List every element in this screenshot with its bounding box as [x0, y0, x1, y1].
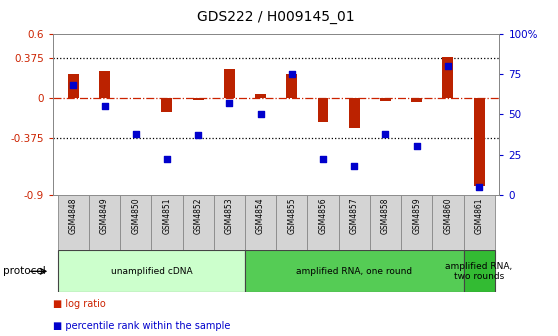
- Text: unamplified cDNA: unamplified cDNA: [110, 267, 192, 276]
- Text: ■ log ratio: ■ log ratio: [53, 299, 106, 309]
- Text: protocol: protocol: [3, 266, 46, 276]
- Bar: [151, 195, 182, 250]
- Point: [350, 163, 359, 169]
- Point: [287, 71, 296, 77]
- Point: [381, 131, 390, 136]
- Bar: [286, 75, 297, 98]
- Text: GSM4858: GSM4858: [381, 198, 390, 234]
- Point: [69, 83, 78, 88]
- Point: [319, 157, 328, 162]
- Bar: [99, 71, 110, 98]
- Point: [256, 112, 265, 117]
- Bar: [276, 195, 307, 250]
- Bar: [120, 195, 151, 250]
- Bar: [380, 98, 391, 101]
- Text: GSM4850: GSM4850: [131, 198, 140, 234]
- Bar: [432, 195, 464, 250]
- Text: amplified RNA,
two rounds: amplified RNA, two rounds: [445, 262, 513, 281]
- Text: GSM4848: GSM4848: [69, 198, 78, 234]
- Point: [100, 103, 109, 109]
- Text: GSM4861: GSM4861: [475, 198, 484, 234]
- Text: GDS222 / H009145_01: GDS222 / H009145_01: [198, 10, 355, 24]
- Bar: [255, 94, 266, 98]
- Text: GSM4851: GSM4851: [162, 198, 171, 234]
- Point: [475, 184, 484, 190]
- Bar: [318, 98, 329, 122]
- Bar: [411, 98, 422, 102]
- Bar: [401, 195, 432, 250]
- Point: [194, 132, 203, 138]
- Point: [412, 144, 421, 149]
- Bar: [349, 98, 360, 128]
- Text: GSM4860: GSM4860: [444, 198, 453, 234]
- Bar: [89, 195, 120, 250]
- Bar: [57, 250, 245, 292]
- Text: amplified RNA, one round: amplified RNA, one round: [296, 267, 412, 276]
- Text: GSM4852: GSM4852: [194, 198, 203, 234]
- Bar: [245, 195, 276, 250]
- Bar: [161, 98, 172, 112]
- Text: GSM4855: GSM4855: [287, 198, 296, 234]
- Text: GSM4859: GSM4859: [412, 198, 421, 234]
- Bar: [68, 75, 79, 98]
- Bar: [339, 195, 370, 250]
- Bar: [245, 250, 464, 292]
- Bar: [307, 195, 339, 250]
- Bar: [193, 98, 204, 100]
- Point: [162, 157, 171, 162]
- Bar: [474, 98, 484, 186]
- Bar: [370, 195, 401, 250]
- Bar: [224, 69, 235, 98]
- Text: GSM4849: GSM4849: [100, 198, 109, 234]
- Bar: [464, 250, 495, 292]
- Point: [444, 63, 453, 69]
- Text: ■ percentile rank within the sample: ■ percentile rank within the sample: [53, 321, 230, 331]
- Point: [131, 131, 140, 136]
- Bar: [182, 195, 214, 250]
- Text: GSM4853: GSM4853: [225, 198, 234, 234]
- Bar: [442, 57, 453, 98]
- Text: GSM4857: GSM4857: [350, 198, 359, 234]
- Text: GSM4856: GSM4856: [319, 198, 328, 234]
- Bar: [464, 195, 495, 250]
- Point: [225, 100, 234, 106]
- Bar: [214, 195, 245, 250]
- Text: GSM4854: GSM4854: [256, 198, 265, 234]
- Bar: [57, 195, 89, 250]
